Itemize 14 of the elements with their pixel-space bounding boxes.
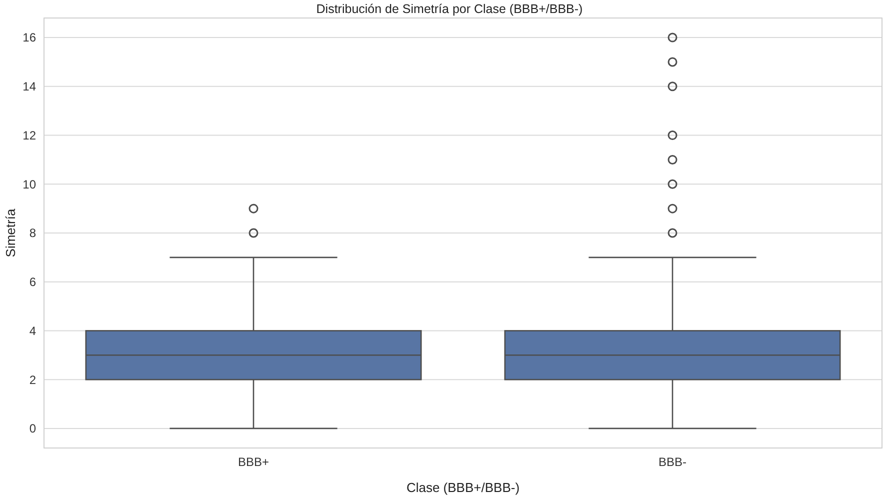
chart-title: Distribución de Simetría por Clase (BBB+/BBB-) xyxy=(316,2,583,16)
y-tick-label: 16 xyxy=(22,30,36,45)
y-tick-label: 14 xyxy=(22,80,36,94)
y-tick-label: 2 xyxy=(29,372,36,387)
y-tick-label: 8 xyxy=(29,226,36,240)
x-tick-label: BBB+ xyxy=(238,455,270,469)
y-tick-label: 4 xyxy=(29,324,36,338)
y-tick-label: 12 xyxy=(22,128,36,142)
y-tick-label: 0 xyxy=(29,422,36,436)
y-axis-title: Simetría xyxy=(3,208,18,258)
y-tick-label: 6 xyxy=(29,275,36,290)
y-tick-label: 10 xyxy=(22,177,36,192)
x-tick-label: BBB- xyxy=(658,455,687,469)
x-axis-title: Clase (BBB+/BBB-) xyxy=(406,480,520,495)
